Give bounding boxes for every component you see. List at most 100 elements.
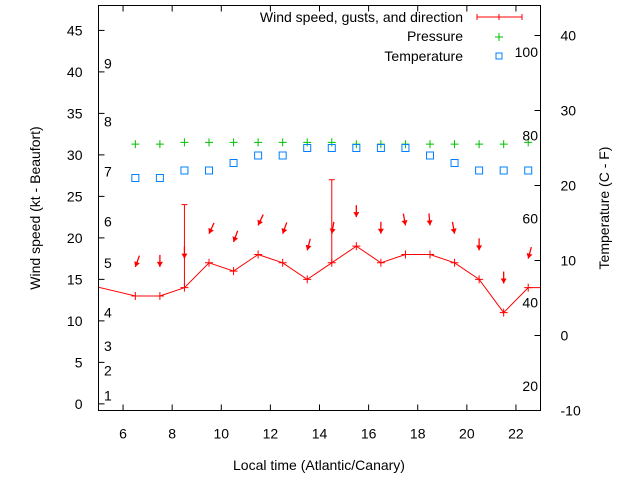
wind-speed-point	[229, 267, 238, 276]
wind-speed-point	[450, 258, 459, 267]
wind-direction-arrow	[305, 238, 312, 251]
arrow-head	[281, 228, 288, 234]
wind-speed-point	[131, 291, 140, 300]
pressure-point	[450, 140, 459, 149]
arrow-head	[156, 261, 163, 267]
temperature-point	[426, 151, 434, 160]
wind-speed-point	[278, 258, 287, 267]
arrow-head	[257, 219, 263, 226]
wind-speed-point	[401, 250, 410, 259]
fahrenheit-label: 60	[522, 211, 538, 227]
legend-swatch-pressure	[495, 33, 503, 41]
wind-speed-point	[303, 275, 312, 284]
y2-tick-label: -10	[561, 403, 581, 419]
pressure-point	[327, 138, 336, 147]
y-tick-label: 35	[67, 105, 83, 121]
temperature-point	[401, 144, 410, 152]
legend-label-temperature: Temperature	[384, 48, 463, 64]
temperature-point	[180, 166, 189, 175]
arrow-head	[476, 245, 483, 251]
y-tick-label: 10	[67, 313, 83, 329]
y-tick-label: 0	[75, 396, 83, 412]
legend-swatch-wind	[476, 14, 523, 20]
wind-speed-point	[376, 258, 385, 267]
arrow-head	[181, 253, 188, 259]
pressure-point	[205, 138, 213, 147]
wind-direction-arrow	[526, 246, 533, 259]
legend-label-pressure: Pressure	[407, 28, 463, 44]
wind-speed-point	[475, 275, 484, 284]
beaufort-label: 4	[104, 305, 112, 321]
arrow-head	[232, 236, 239, 243]
y2-axis-label: Temperature (C - F)	[596, 147, 612, 270]
temperature-point	[352, 144, 361, 152]
y2-tick-label: 0	[561, 328, 569, 344]
temperature-point	[524, 166, 533, 175]
wind-direction-arrow	[156, 254, 163, 267]
legend: Wind speed, gusts, and direction Pressur…	[260, 9, 523, 64]
pressure-point	[524, 138, 533, 147]
y2-tick-label: 30	[561, 103, 577, 119]
arrow-head	[426, 220, 433, 226]
wind-speed-point	[426, 250, 434, 259]
wind-direction-arrow	[500, 271, 507, 284]
temperature-point	[131, 174, 140, 182]
gust-bar	[328, 179, 335, 263]
wind-direction-arrow	[353, 205, 360, 218]
beaufort-label: 3	[104, 338, 112, 354]
plot-border	[98, 5, 541, 411]
x-tick-label: 12	[263, 426, 279, 442]
x-tick-label: 20	[459, 426, 475, 442]
wind-speed-point	[499, 308, 508, 317]
y-axis-label: Wind speed (kt - Beaufort)	[27, 126, 43, 289]
wind-speed-point	[155, 291, 164, 300]
y-tick-label: 20	[67, 230, 83, 246]
wind-direction-arrow	[476, 238, 483, 251]
wind-speed-point	[254, 250, 263, 259]
x-axis-label: Local time (Atlantic/Canary)	[233, 457, 405, 473]
temperature-point	[376, 144, 385, 152]
beaufort-label: 9	[104, 56, 112, 72]
arrow-head	[305, 244, 312, 251]
temperature-point	[327, 144, 336, 152]
y-tick-label: 25	[67, 188, 83, 204]
legend-label-wind: Wind speed, gusts, and direction	[260, 9, 463, 25]
y2-tick-label: 10	[561, 253, 577, 269]
wind-direction-arrow	[232, 230, 239, 243]
pressure-point	[155, 140, 164, 149]
wind-direction-arrow	[426, 213, 433, 226]
beaufort-label: 1	[104, 388, 112, 404]
y-tick-label: 45	[67, 22, 83, 38]
pressure-point	[254, 138, 263, 147]
pressure-point	[499, 140, 508, 149]
arrow-head	[329, 228, 336, 234]
fahrenheit-label: 80	[522, 127, 538, 143]
wind-speed-point	[205, 258, 213, 267]
pressure-point	[278, 138, 287, 147]
y-tick-label: 15	[67, 271, 83, 287]
temperature-point	[499, 166, 508, 175]
wind-speed-point	[549, 284, 557, 292]
wind-direction-arrow	[281, 222, 288, 234]
pressure-point	[131, 140, 140, 149]
wind-direction-arrow	[450, 221, 457, 234]
wind-direction-arrow	[181, 246, 188, 259]
x-tick-label: 6	[119, 426, 127, 442]
x-tick-label: 16	[361, 426, 377, 442]
gust-bar	[181, 204, 188, 288]
x-tick-label: 14	[312, 426, 328, 442]
arrow-head	[134, 261, 140, 267]
wind-direction-arrow	[257, 214, 264, 226]
temperature-point	[303, 144, 312, 152]
wind-direction-arrow	[329, 221, 336, 234]
temperature-point	[205, 166, 213, 175]
pressure-point	[475, 140, 484, 149]
y-tick-label: 40	[67, 64, 83, 80]
wind-direction-arrow	[401, 213, 408, 226]
wind-direction-arrow	[134, 255, 141, 268]
beaufort-label: 8	[104, 114, 112, 130]
x-tick-label: 18	[410, 426, 426, 442]
wind-speed-point	[352, 242, 361, 251]
pressure-point	[426, 140, 434, 149]
